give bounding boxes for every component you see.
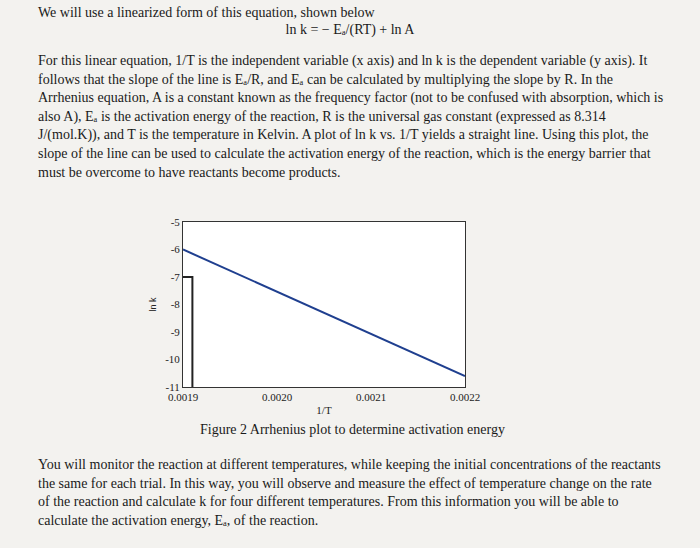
svg-text:-7: -7 <box>171 271 181 283</box>
svg-text:ln k: ln k <box>148 297 158 312</box>
svg-text:-10: -10 <box>165 353 180 365</box>
svg-text:0.0021: 0.0021 <box>356 391 386 403</box>
html-text:We will use a linearized form: We will use a linearized form of this eq… <box>38 5 375 20</box>
html-text:You will monitor the reaction: You will monitor the reaction at differe… <box>38 457 661 528</box>
svg-text:-8: -8 <box>171 298 181 310</box>
svg-text:-11: -11 <box>166 381 180 393</box>
svg-text:1/T: 1/T <box>316 404 332 416</box>
html-text:For this linear equation, 1/T: For this linear equation, 1/T is the ind… <box>38 53 664 180</box>
html-text:Figure 2 Arrhenius plot to det: Figure 2 Arrhenius plot to determine act… <box>200 422 505 437</box>
svg-text:0.0019: 0.0019 <box>168 391 199 403</box>
svg-text:-9: -9 <box>171 326 181 338</box>
svg-text:-5: -5 <box>171 216 181 228</box>
svg-text:0.0020: 0.0020 <box>262 391 293 403</box>
html-text:ln k = − Eₐ/(RT) + ln A: ln k = − Eₐ/(RT) + ln A <box>285 22 415 37</box>
svg-text:-6: -6 <box>171 243 181 255</box>
svg-text:0.0022: 0.0022 <box>450 391 480 403</box>
